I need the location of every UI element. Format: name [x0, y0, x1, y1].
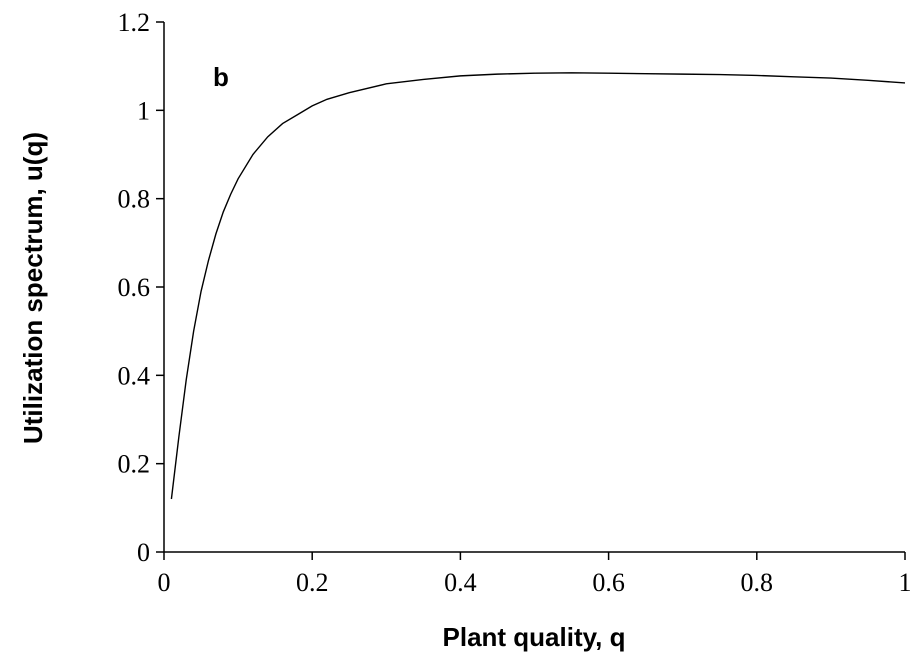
- y-tick-label: 0: [137, 538, 150, 567]
- y-tick-label: 1: [137, 96, 150, 125]
- y-tick-label: 0.4: [118, 361, 151, 390]
- plot-area: 0 0.2 0.4 0.6 0.8 1 1.2 0 0.2 0.4 0.6 0.8 1 b: [118, 8, 912, 597]
- x-tick-label: 0.6: [592, 568, 625, 597]
- y-tick-label: 0.8: [118, 185, 151, 214]
- y-tick-label: 0.2: [118, 450, 151, 479]
- x-tick-label: 0.4: [444, 568, 477, 597]
- y-axis-title: Utilization spectrum, u(q): [18, 132, 48, 444]
- y-ticks: 0 0.2 0.4 0.6 0.8 1 1.2: [118, 8, 164, 567]
- y-tick-label: 1.2: [118, 8, 151, 37]
- x-tick-label: 0.8: [741, 568, 774, 597]
- y-tick-label: 0.6: [118, 273, 151, 302]
- x-tick-label: 1: [899, 568, 912, 597]
- x-tick-label: 0: [158, 568, 171, 597]
- series-layer: [170, 72, 906, 500]
- x-tick-label: 0.2: [296, 568, 329, 597]
- x-ticks: 0 0.2 0.4 0.6 0.8 1: [158, 552, 912, 597]
- x-axis-title: Plant quality, q: [443, 622, 626, 652]
- panel-label: b: [213, 62, 229, 92]
- series-line: [170, 72, 906, 500]
